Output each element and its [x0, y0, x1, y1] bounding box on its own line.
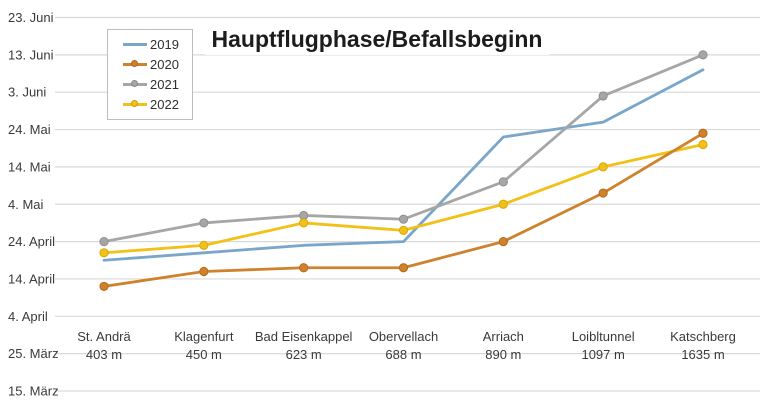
legend-key-line-2021: [123, 80, 147, 88]
series-marker-2021: [299, 210, 309, 221]
x-category-label: Arriach: [483, 329, 524, 344]
x-elevation-label: 450 m: [186, 347, 222, 362]
legend-item-2019: 2019: [123, 35, 188, 53]
series-marker-2022: [99, 248, 109, 258]
legend-marker-dot: [131, 80, 138, 88]
x-category-label: Katschberg: [670, 329, 736, 344]
series-marker-2022: [698, 139, 708, 150]
x-elevation-label: 403 m: [86, 347, 122, 362]
y-tick-label: 3. Juni: [8, 85, 46, 100]
y-tick-label: 14. April: [8, 271, 55, 286]
series-marker-2020: [598, 188, 608, 198]
series-marker-2022: [299, 218, 309, 228]
series-marker-2022: [398, 225, 409, 235]
series-marker-2020: [698, 128, 708, 138]
y-tick-label: 23. Juni: [8, 10, 54, 25]
legend-marker-dot: [131, 59, 138, 67]
y-tick-label: 14. Mai: [8, 159, 51, 174]
legend-item-2020: 2020: [123, 55, 188, 73]
series-line-2022: [102, 143, 705, 255]
series-marker-2022: [598, 162, 608, 172]
series-marker-2022: [498, 199, 508, 209]
series-marker-2020: [498, 237, 508, 247]
legend-label: 2020: [150, 56, 179, 72]
series-marker-2021: [598, 91, 608, 101]
series-marker-2021: [398, 214, 409, 224]
legend-label: 2021: [150, 77, 179, 93]
y-tick-label: 13. Juni: [8, 47, 54, 62]
series-marker-2020: [199, 266, 209, 277]
legend-label: 2022: [150, 97, 179, 113]
legend-marker-dot: [131, 100, 138, 108]
x-elevation-label: 1635 m: [681, 347, 724, 362]
chart-title: Hauptflugphase/Befallsbeginn: [205, 24, 549, 55]
y-tick-label: 24. April: [8, 234, 55, 249]
series-line-2021: [102, 53, 705, 244]
legend-item-2022: 2022: [123, 96, 188, 114]
x-elevation-label: 1097 m: [581, 347, 624, 362]
legend: 2019 2020 2021 2022: [107, 29, 193, 120]
series-marker-2020: [398, 263, 409, 273]
legend-key-line-2020: [123, 59, 147, 67]
y-tick-label: 15. März: [8, 384, 59, 399]
series-marker-2020: [99, 281, 109, 292]
y-tick-label: 4. April: [8, 309, 48, 324]
y-tick-label: 4. Mai: [8, 197, 44, 212]
series-marker-2021: [698, 50, 708, 60]
x-category-label: St. Andrä: [77, 329, 131, 344]
x-category-label: Klagenfurt: [174, 329, 234, 344]
series-marker-2022: [199, 240, 209, 250]
legend-key-line-2019: [123, 42, 147, 46]
series-marker-2021: [498, 177, 508, 187]
x-category-label: Obervellach: [369, 329, 438, 344]
legend-label: 2019: [150, 36, 179, 52]
y-tick-label: 24. Mai: [8, 122, 51, 137]
series-marker-2021: [199, 218, 209, 228]
series-marker-2021: [99, 237, 109, 247]
x-elevation-label: 688 m: [385, 347, 421, 362]
x-category-label: Bad Eisenkappel: [255, 329, 353, 344]
x-elevation-label: 623 m: [286, 347, 322, 362]
series-line-2019: [102, 68, 705, 262]
x-category-label: Loibltunnel: [572, 329, 635, 344]
series-marker-2020: [299, 263, 309, 273]
legend-key-line-2022: [123, 100, 147, 108]
legend-item-2021: 2021: [123, 76, 188, 94]
x-elevation-label: 890 m: [485, 347, 521, 362]
y-tick-label: 25. März: [8, 346, 59, 361]
